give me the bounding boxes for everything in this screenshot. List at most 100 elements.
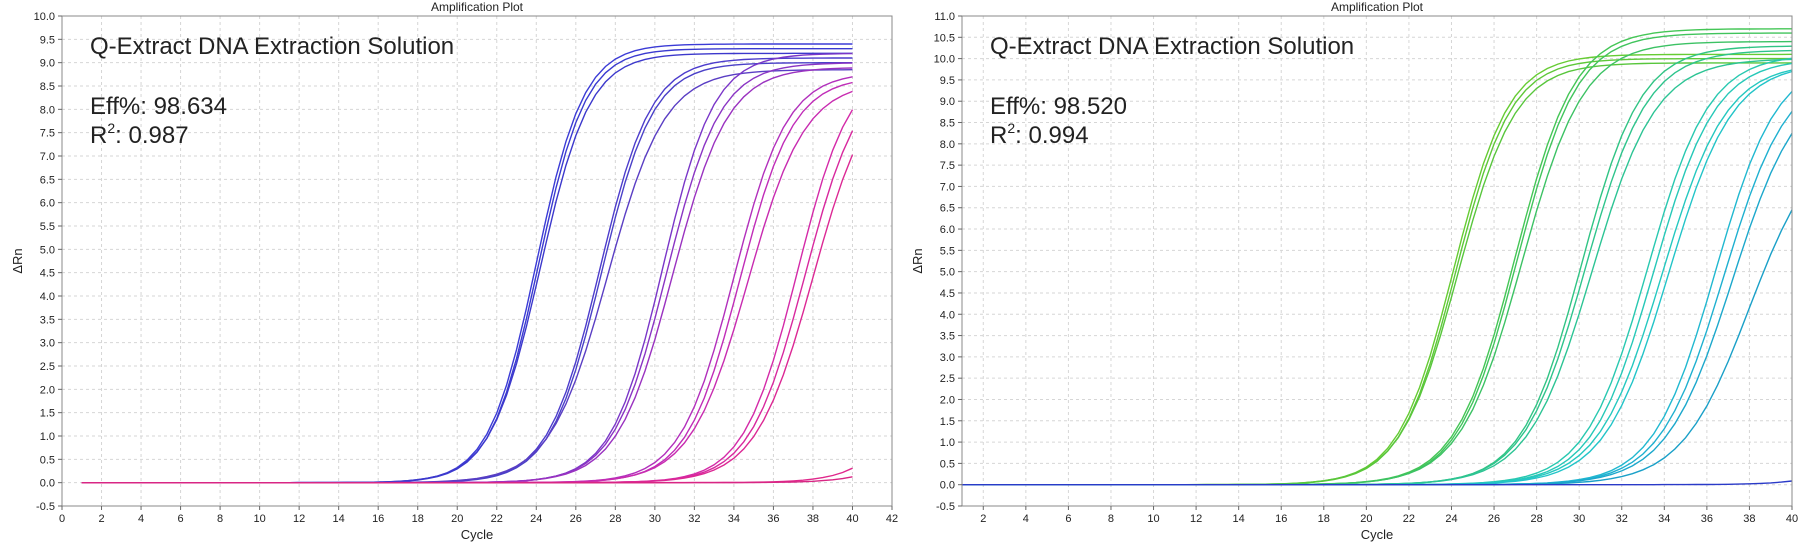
amplification-curve-15 — [962, 110, 1793, 486]
y-tick-label: 2.0 — [940, 394, 955, 406]
y-tick-label: 6.0 — [40, 198, 55, 210]
x-tick-label: 38 — [1743, 513, 1755, 525]
x-tick-label: 20 — [1360, 513, 1372, 525]
x-tick-label: 22 — [491, 513, 503, 525]
y-tick-label: 3.5 — [40, 314, 55, 326]
y-ticks-left: -0.5 0.0 0.5 1.0 1.5 2.0 2.5 3.0 3.5 4.0 4.5 5.0 5.5… — [34, 11, 62, 513]
x-tick-label: 28 — [609, 513, 621, 525]
y-tick-label: 1.0 — [40, 431, 55, 443]
x-tick-label: 30 — [1573, 513, 1585, 525]
x-axis-label-left: Cycle — [461, 527, 494, 542]
x-tick-label: 34 — [728, 513, 740, 525]
y-tick-label: -0.5 — [36, 501, 55, 513]
x-tick-label: 22 — [1403, 513, 1415, 525]
y-tick-label: 8.0 — [940, 139, 955, 151]
y-tick-label: 1.0 — [940, 437, 955, 449]
r2-sup-right: 2 — [1007, 120, 1015, 136]
chart-title-right: Amplification Plot — [1331, 0, 1424, 14]
x-tick-label: 16 — [1275, 513, 1287, 525]
x-tick-label: 26 — [570, 513, 582, 525]
y-tick-label: 8.5 — [940, 118, 955, 130]
y-axis-label-left: ΔRn — [10, 248, 25, 273]
x-tick-label: 18 — [412, 513, 424, 525]
y-tick-label: 4.5 — [40, 268, 55, 280]
annotation-product-right: Q-Extract DNA Extraction Solution — [990, 33, 1354, 60]
y-tick-label: 1.5 — [40, 408, 55, 420]
x-tick-label: 8 — [217, 513, 223, 525]
curves-right — [962, 28, 1793, 486]
r2-prefix-right: R — [990, 122, 1007, 149]
x-tick-label: 6 — [1065, 513, 1071, 525]
x-tick-label: 4 — [138, 513, 144, 525]
y-tick-label: 0.5 — [40, 454, 55, 466]
chart-left-svg: 0 2 4 6 8 10 12 14 16 18 20 22 24 26 28 30 32 34 36 38 40 42 … — [10, 0, 898, 542]
y-tick-label: 4.5 — [940, 288, 955, 300]
x-tick-label: 14 — [333, 513, 345, 525]
r2-sup-left: 2 — [107, 120, 115, 136]
y-tick-label: 1.5 — [940, 416, 955, 428]
x-tick-label: 36 — [1701, 513, 1713, 525]
y-tick-label: 6.0 — [940, 224, 955, 236]
annotation-eff-left: Eff%: 98.634 — [90, 93, 227, 120]
y-tick-label: 6.5 — [40, 174, 55, 186]
y-axis-label-right: ΔRn — [910, 248, 925, 273]
y-tick-label: 6.5 — [940, 203, 955, 215]
amplification-curve-11 — [81, 81, 853, 484]
x-tick-label: 40 — [846, 513, 858, 525]
x-tick-label: 24 — [1445, 513, 1457, 525]
y-tick-label: 3.0 — [940, 352, 955, 364]
x-ticks-right: 2 4 6 8 10 12 14 16 18 20 22 24 26 28 30 32 34 36 38 40 — [980, 506, 1798, 525]
y-tick-label: -0.5 — [936, 501, 955, 513]
y-tick-label: 3.0 — [40, 338, 55, 350]
y-tick-label: 4.0 — [40, 291, 55, 303]
amplification-curve-12 — [81, 90, 853, 484]
amplification-plot-right: 2 4 6 8 10 12 14 16 18 20 22 24 26 28 30 32 34 36 38 40 -0.… — [900, 0, 1800, 544]
x-tick-label: 28 — [1530, 513, 1542, 525]
curves-left — [81, 43, 854, 484]
y-tick-label: 5.0 — [940, 267, 955, 279]
x-tick-label: 32 — [688, 513, 700, 525]
x-tick-label: 18 — [1318, 513, 1330, 525]
x-tick-label: 38 — [807, 513, 819, 525]
chart-right-svg: 2 4 6 8 10 12 14 16 18 20 22 24 26 28 30 32 34 36 38 40 -0.… — [910, 0, 1798, 542]
y-tick-label: 10.5 — [934, 32, 955, 44]
x-tick-label: 10 — [1147, 513, 1159, 525]
x-ticks-left: 0 2 4 6 8 10 12 14 16 18 20 22 24 26 28 30 32 34 36 38 40 42 — [59, 506, 898, 525]
x-tick-label: 4 — [1023, 513, 1029, 525]
annotation-r2-left: R2: 0.987 — [90, 120, 189, 149]
amplification-curve-10 — [81, 76, 853, 484]
x-tick-label: 32 — [1616, 513, 1628, 525]
y-tick-label: 3.5 — [940, 331, 955, 343]
y-tick-label: 0.5 — [940, 458, 955, 470]
x-tick-label: 2 — [98, 513, 104, 525]
x-tick-label: 2 — [980, 513, 986, 525]
y-tick-label: 5.5 — [40, 221, 55, 233]
y-tick-label: 4.0 — [940, 309, 955, 321]
y-tick-label: 2.0 — [40, 384, 55, 396]
x-tick-label: 40 — [1786, 513, 1798, 525]
y-tick-label: 9.0 — [940, 96, 955, 108]
x-tick-label: 12 — [293, 513, 305, 525]
grid-right — [962, 15, 1793, 507]
x-tick-label: 30 — [649, 513, 661, 525]
annotation-r2-right: R2: 0.994 — [990, 120, 1089, 149]
x-tick-label: 34 — [1658, 513, 1670, 525]
r2-value-right: : 0.994 — [1015, 122, 1088, 149]
x-tick-label: 14 — [1233, 513, 1245, 525]
x-tick-label: 20 — [451, 513, 463, 525]
annotation-eff-right: Eff%: 98.520 — [990, 93, 1127, 120]
x-tick-label: 42 — [886, 513, 898, 525]
y-tick-label: 7.5 — [940, 160, 955, 172]
x-tick-label: 0 — [59, 513, 65, 525]
y-ticks-right: -0.5 0.0 0.5 1.0 1.5 2.0 2.5 3.0 3.5 4.0 4.5 5.0 5.5… — [934, 11, 962, 513]
x-tick-label: 6 — [178, 513, 184, 525]
amplification-curve-14 — [81, 130, 854, 484]
plot-frame-left — [61, 15, 893, 507]
amplification-curve-18 — [962, 480, 1793, 486]
y-tick-label: 7.0 — [40, 151, 55, 163]
annotation-product-left: Q-Extract DNA Extraction Solution — [90, 33, 454, 60]
y-tick-label: 0.0 — [40, 478, 55, 490]
grid-left — [61, 15, 893, 507]
amplification-plot-left: 0 2 4 6 8 10 12 14 16 18 20 22 24 26 28 30 32 34 36 38 40 42 … — [10, 0, 898, 542]
x-tick-label: 8 — [1108, 513, 1114, 525]
